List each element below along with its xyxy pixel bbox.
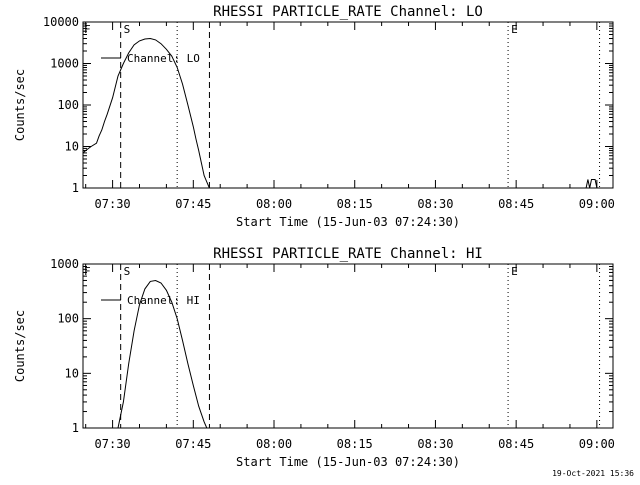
chart-panel-hi: RHESSI PARTICLE_RATE Channel: HI Start Ti… — [13, 246, 615, 469]
x-tick-label: 09:00 — [579, 437, 615, 451]
y-tick-label: 10 — [65, 140, 79, 154]
legend-label: Channel: LO — [127, 52, 200, 65]
footer-timestamp: 19-Oct-2021 15:36 — [552, 469, 634, 478]
axes-frame — [82, 21, 614, 189]
axes-frame — [82, 263, 614, 429]
series-line — [82, 37, 210, 189]
legend-label: Channel: HI — [127, 294, 200, 307]
y-tick-label: 1 — [72, 421, 79, 435]
x-tick-label: 08:00 — [256, 197, 292, 211]
marker-label: F — [84, 23, 91, 36]
x-tick-label: 08:45 — [498, 197, 534, 211]
y-tick-label: 1000 — [50, 57, 79, 71]
y-tick-label: 1000 — [50, 257, 79, 271]
x-tick-label: 07:30 — [95, 197, 131, 211]
marker-label: S — [124, 265, 131, 278]
x-axis-label: Start Time (15-Jun-03 07:24:30) — [236, 455, 460, 469]
y-tick-label: 100 — [57, 98, 79, 112]
x-axis-label: Start Time (15-Jun-03 07:24:30) — [236, 215, 460, 229]
marker-label: E — [511, 265, 518, 278]
x-tick-label: 07:30 — [95, 437, 131, 451]
marker-label: S — [124, 23, 131, 36]
chart-panel-lo: RHESSI PARTICLE_RATE Channel: LO Start Ti… — [13, 4, 615, 229]
marker-label: E — [511, 23, 518, 36]
x-tick-label: 08:30 — [417, 437, 453, 451]
y-tick-label: 100 — [57, 312, 79, 326]
y-tick-label: 10000 — [43, 15, 79, 29]
x-tick-label: 07:45 — [175, 437, 211, 451]
x-tick-label: 08:45 — [498, 437, 534, 451]
y-tick-label: 1 — [72, 181, 79, 195]
x-tick-label: 07:45 — [175, 197, 211, 211]
series-line — [585, 179, 598, 189]
x-tick-label: 08:00 — [256, 437, 292, 451]
y-axis-label: Counts/sec — [13, 69, 27, 141]
marker-label: F — [84, 265, 91, 278]
x-tick-label: 08:15 — [337, 197, 373, 211]
x-tick-label: 08:15 — [337, 437, 373, 451]
y-tick-label: 10 — [65, 366, 79, 380]
chart-title: RHESSI PARTICLE_RATE Channel: HI — [213, 246, 483, 262]
x-tick-label: 08:30 — [417, 197, 453, 211]
y-axis-label: Counts/sec — [13, 310, 27, 382]
chart-title: RHESSI PARTICLE_RATE Channel: LO — [213, 4, 483, 20]
series-line — [117, 279, 208, 429]
x-tick-label: 09:00 — [579, 197, 615, 211]
